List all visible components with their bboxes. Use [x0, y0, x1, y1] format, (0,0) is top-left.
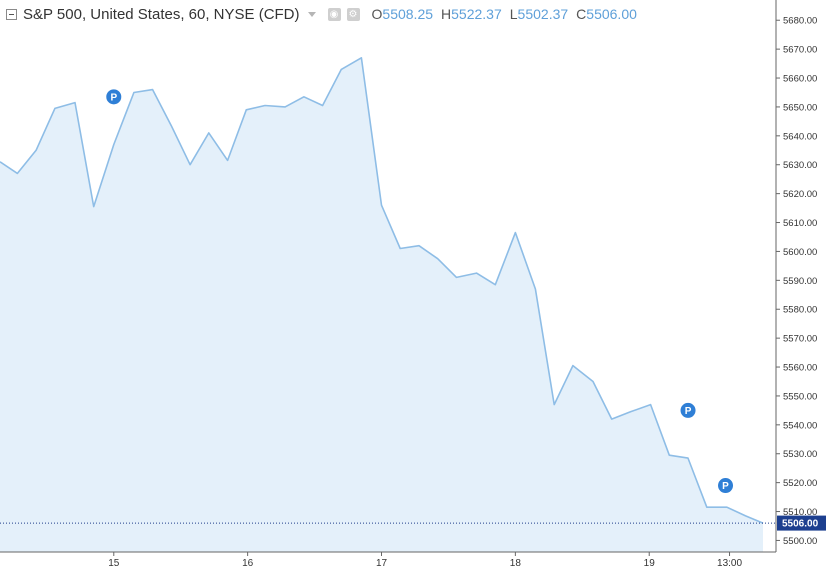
price-area-fill — [0, 57, 763, 553]
x-tick-label: 16 — [242, 558, 254, 568]
event-marker-circle — [105, 88, 123, 106]
y-tick-label: 5580.00 — [783, 305, 817, 316]
y-tick-label: 5590.00 — [783, 276, 817, 287]
y-tick-label: 5560.00 — [783, 363, 817, 374]
eye-icon[interactable]: ◉ — [327, 7, 341, 21]
event-marker-circle — [717, 477, 735, 495]
y-tick-label: 5650.00 — [783, 102, 817, 113]
x-tick-label: 17 — [376, 558, 388, 568]
price-line — [0, 57, 764, 524]
y-tick-label: 5500.00 — [783, 536, 817, 547]
y-tick-label: 5520.00 — [783, 478, 817, 489]
y-tick-label: 5570.00 — [783, 334, 817, 345]
x-tick-label: 18 — [510, 558, 522, 568]
symbol-title[interactable]: S&P 500, United States, 60, NYSE (CFD) — [23, 5, 300, 23]
ohlc-low: L5502.37 — [509, 6, 569, 22]
y-tick-label: 5660.00 — [783, 74, 817, 85]
caret-down-icon[interactable] — [307, 11, 316, 17]
event-marker-label: P — [722, 481, 729, 492]
event-marker[interactable]: P — [679, 401, 697, 419]
ohlc-high: H5522.37 — [441, 6, 502, 22]
event-marker[interactable]: P — [105, 88, 123, 106]
chart-legend: S&P 500, United States, 60, NYSE (CFD) ◉… — [6, 4, 637, 24]
x-tick-label: 15 — [108, 558, 120, 568]
ohlc-values: O5508.25 H5522.37 L5502.37 C5506.00 — [372, 6, 637, 22]
y-tick-label: 5510.00 — [783, 507, 817, 518]
last-price-label: 5506.00 — [777, 515, 826, 531]
y-tick-label: 5610.00 — [783, 218, 817, 229]
y-tick-label: 5600.00 — [783, 247, 817, 258]
settings-icon[interactable]: ⚙ — [346, 7, 360, 21]
y-tick-label: 5630.00 — [783, 160, 817, 171]
event-marker-label: P — [110, 92, 117, 103]
y-tick-label: 5530.00 — [783, 449, 817, 460]
x-tick-label: 19 — [644, 558, 656, 568]
y-tick-label: 5620.00 — [783, 189, 817, 200]
last-price-label-bg — [777, 515, 826, 531]
last-price-label-text: 5506.00 — [782, 519, 819, 530]
y-tick-label: 5680.00 — [783, 16, 817, 27]
collapse-legend-icon[interactable] — [6, 8, 17, 20]
event-marker[interactable]: P — [717, 477, 735, 495]
y-tick-label: 5670.00 — [783, 45, 817, 56]
event-marker-circle — [679, 401, 697, 419]
x-tick-label: 13:00 — [717, 558, 742, 568]
y-tick-label: 5640.00 — [783, 131, 817, 142]
y-tick-label: 5540.00 — [783, 420, 817, 431]
ohlc-close: C5506.00 — [576, 6, 637, 22]
y-tick-label: 5550.00 — [783, 391, 817, 402]
event-marker-label: P — [685, 406, 692, 417]
ohlc-open: O5508.25 — [371, 6, 434, 22]
